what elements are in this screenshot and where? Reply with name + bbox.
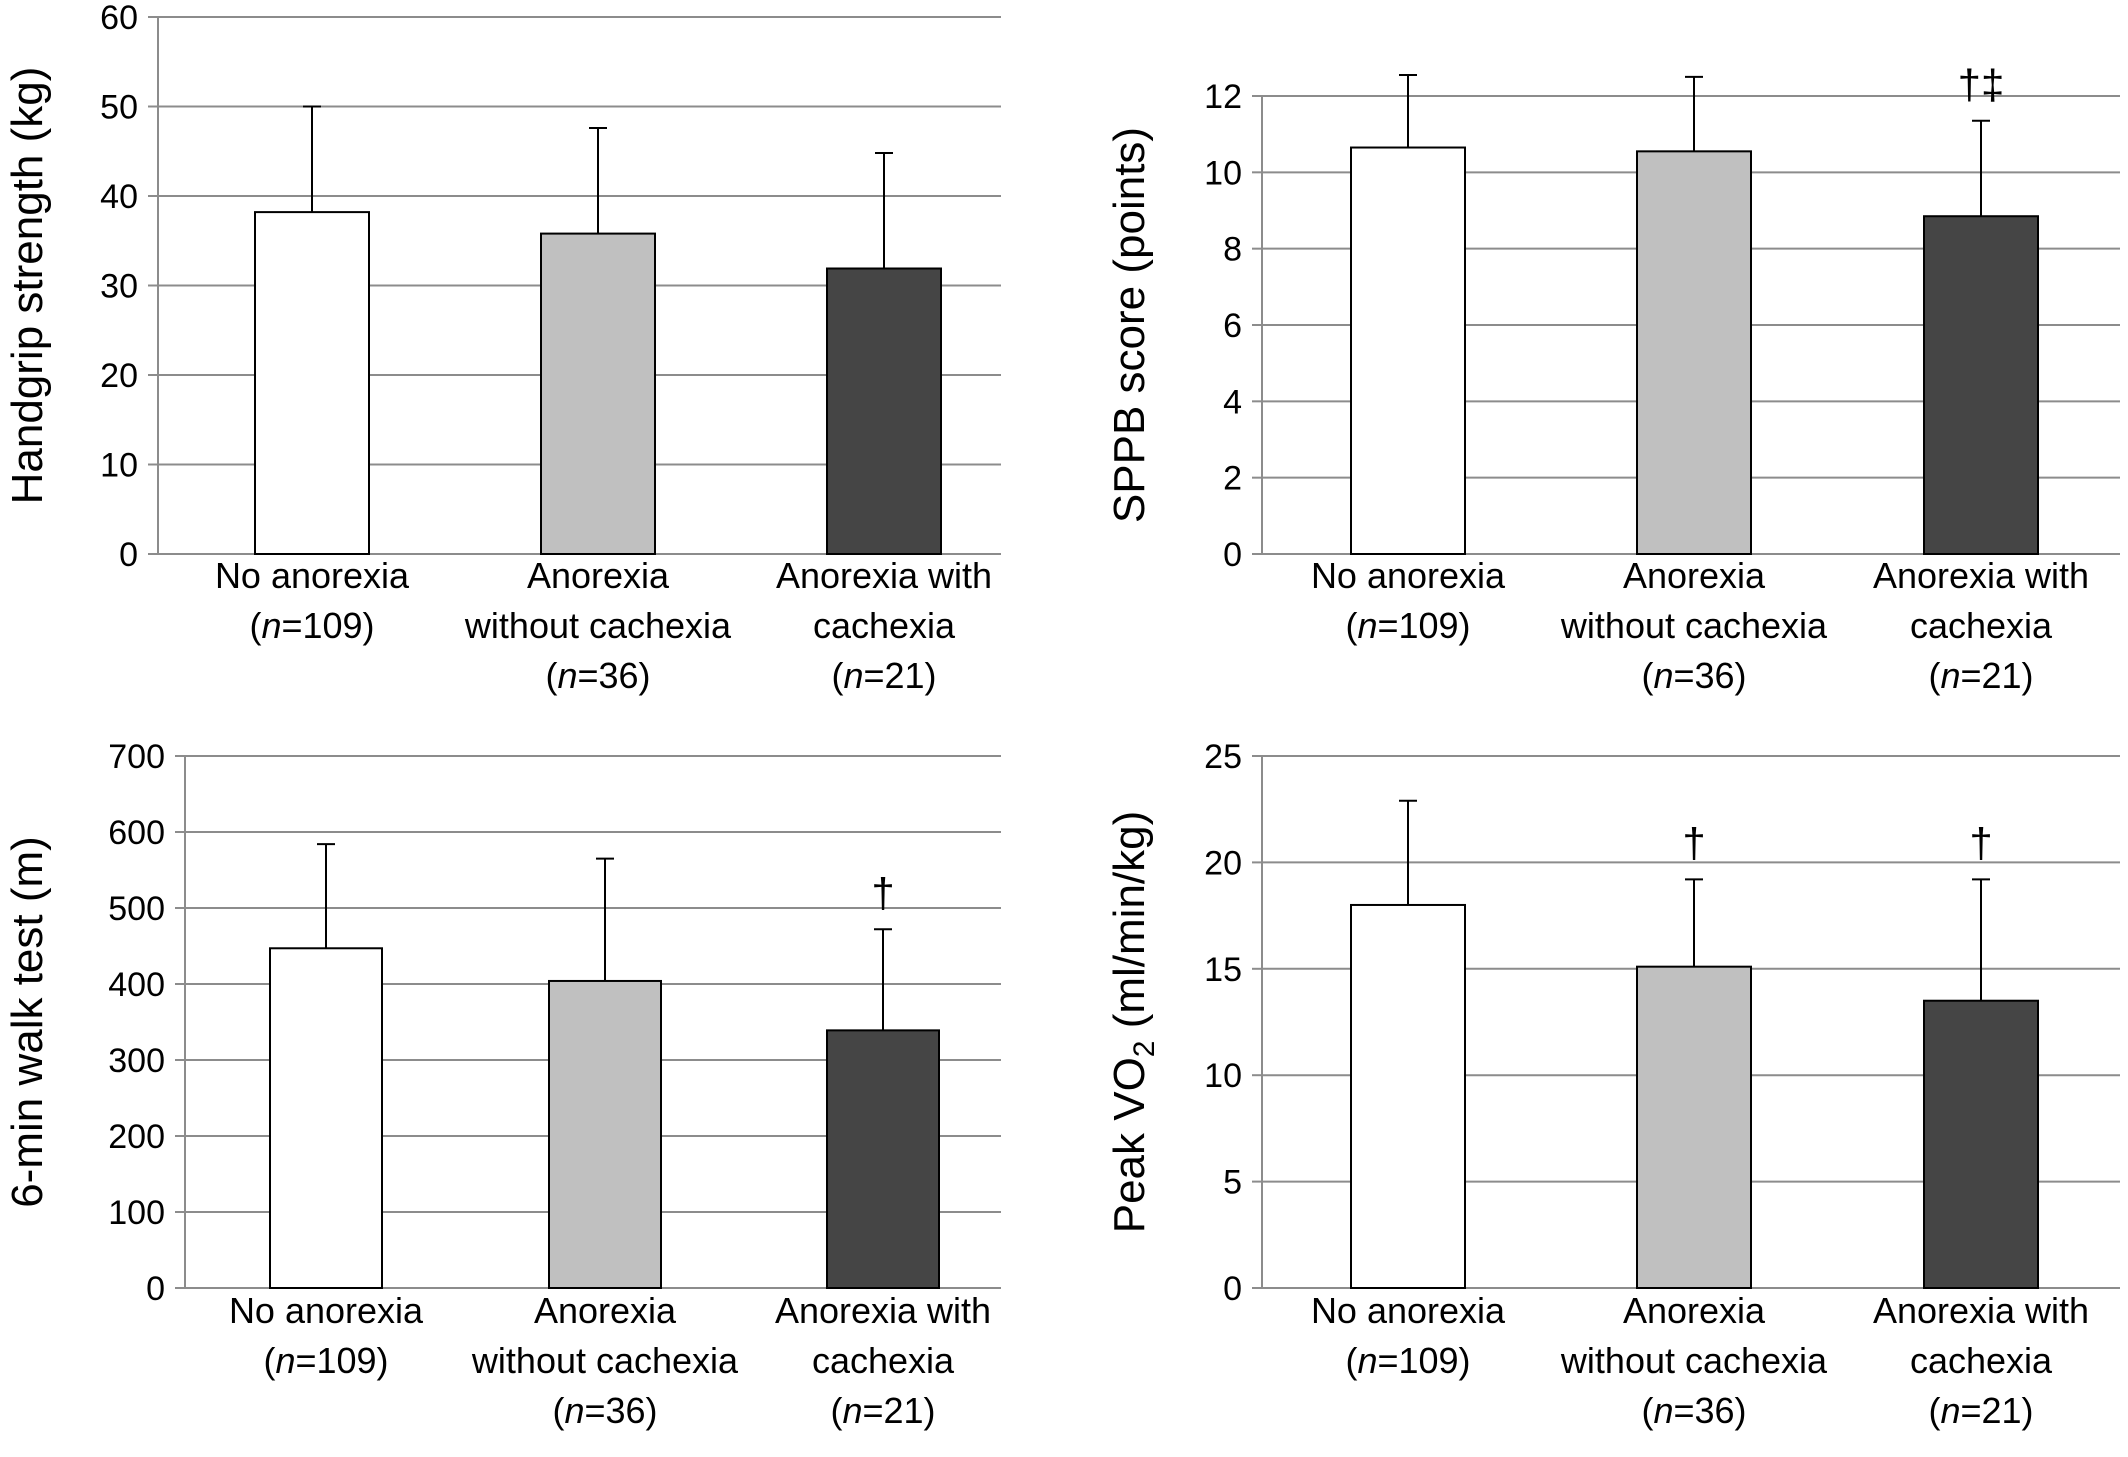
chart-1-category-label: (n=109) bbox=[1345, 605, 1470, 646]
chart-0-category-label: Anorexia bbox=[527, 555, 670, 596]
chart-2-category-label: (n=36) bbox=[552, 1390, 657, 1431]
chart-3-y-tick-label: 15 bbox=[1204, 951, 1242, 989]
chart-3-category-label: Anorexia bbox=[1623, 1290, 1766, 1331]
chart-3-category-label: Anorexia with bbox=[1873, 1290, 2089, 1331]
chart-2-y-tick-label: 600 bbox=[108, 814, 165, 852]
chart-3-y-tick-label: 0 bbox=[1223, 1270, 1242, 1308]
chart-1-category-label: cachexia bbox=[1910, 605, 2053, 646]
chart-1-bar bbox=[1350, 146, 1466, 555]
chart-2-significance-mark: † bbox=[871, 869, 894, 916]
chart-0-y-tick-label: 40 bbox=[100, 178, 138, 216]
chart-1-y-tick-label: 2 bbox=[1223, 460, 1242, 498]
chart-0-y-tick-label: 60 bbox=[100, 0, 138, 37]
chart-1-category-label: without cachexia bbox=[1560, 605, 1828, 646]
chart-3-y-tick-label: 5 bbox=[1223, 1164, 1242, 1202]
handgrip-strength-chart: 0 10 20 30 40 50 60 No anorexia (n=109) Anorexia w… bbox=[3, 0, 1001, 696]
chart-1-category-label: Anorexia bbox=[1623, 555, 1766, 596]
chart-0-y-tick-label: 0 bbox=[119, 536, 138, 574]
chart-1-y-tick-label: 12 bbox=[1204, 78, 1242, 116]
chart-1-significance-mark: †‡ bbox=[1958, 61, 2005, 108]
chart-2-category-label: Anorexia with bbox=[775, 1290, 991, 1331]
chart-2-category-label: Anorexia bbox=[534, 1290, 677, 1331]
chart-2-bar bbox=[269, 947, 383, 1290]
chart-1-y-tick-label: 0 bbox=[1223, 536, 1242, 574]
chart-0-y-tick-label: 50 bbox=[100, 89, 138, 127]
peak-vo2-chart: 0 5 10 15 20 25 † † No anorexia (n=109) Anorexia wi… bbox=[1105, 738, 2120, 1431]
chart-0-y-tick-label: 20 bbox=[100, 357, 138, 395]
chart-0-bar bbox=[254, 211, 370, 556]
chart-1-y-tick-label: 10 bbox=[1204, 154, 1242, 192]
six-min-walk-chart: 0 100 200 300 400 500 600 700 † No anorexia (n=109… bbox=[3, 738, 1001, 1431]
chart-1-y-tick-label: 8 bbox=[1223, 231, 1242, 269]
chart-3-bar bbox=[1923, 999, 2039, 1289]
chart-2-y-tick-label: 200 bbox=[108, 1118, 165, 1156]
chart-2-bar bbox=[826, 1029, 940, 1289]
chart-1-y-tick-label: 4 bbox=[1223, 383, 1242, 421]
chart-2-y-tick-label: 0 bbox=[146, 1270, 165, 1308]
chart-2-category-label: without cachexia bbox=[471, 1340, 739, 1381]
chart-3-category-label: (n=109) bbox=[1345, 1340, 1470, 1381]
chart-1-y-axis-label: SPPB score (points) bbox=[1105, 127, 1154, 523]
chart-2-y-tick-label: 500 bbox=[108, 890, 165, 928]
chart-3-category-label: (n=36) bbox=[1641, 1390, 1746, 1431]
chart-2-category-label: cachexia bbox=[812, 1340, 955, 1381]
chart-3-significance-mark: † bbox=[1682, 819, 1705, 866]
chart-3-y-tick-label: 25 bbox=[1204, 738, 1242, 776]
chart-2-category-label: No anorexia bbox=[229, 1290, 424, 1331]
chart-1-bar bbox=[1923, 215, 2039, 555]
chart-2-y-tick-label: 100 bbox=[108, 1194, 165, 1232]
chart-3-bar bbox=[1636, 965, 1752, 1289]
chart-2-y-axis-label: 6-min walk test (m) bbox=[3, 836, 52, 1208]
chart-2-y-tick-label: 400 bbox=[108, 966, 165, 1004]
chart-3-y-tick-label: 10 bbox=[1204, 1057, 1242, 1095]
chart-2-y-tick-label: 300 bbox=[108, 1042, 165, 1080]
chart-2-bar bbox=[548, 979, 662, 1290]
chart-3-category-label: (n=21) bbox=[1928, 1390, 2033, 1431]
chart-1-category-label: (n=36) bbox=[1641, 655, 1746, 696]
chart-0-category-label: cachexia bbox=[813, 605, 956, 646]
chart-1-y-tick-label: 6 bbox=[1223, 307, 1242, 345]
chart-3-category-label: without cachexia bbox=[1560, 1340, 1828, 1381]
chart-0-category-label: Anorexia with bbox=[776, 555, 992, 596]
chart-3-category-label: No anorexia bbox=[1311, 1290, 1506, 1331]
chart-2-y-tick-label: 700 bbox=[108, 738, 165, 776]
chart-0-category-label: No anorexia bbox=[215, 555, 410, 596]
chart-0-y-axis-label: Handgrip strength (kg) bbox=[3, 67, 52, 505]
chart-0-category-label: without cachexia bbox=[464, 605, 732, 646]
chart-1-category-label: (n=21) bbox=[1928, 655, 2033, 696]
chart-1-bar bbox=[1636, 150, 1752, 555]
chart-0-category-label: (n=36) bbox=[545, 655, 650, 696]
chart-3-category-label: cachexia bbox=[1910, 1340, 2053, 1381]
chart-3-y-axis-label: Peak VO2 (ml/min/kg) bbox=[1105, 811, 1161, 1234]
chart-0-y-tick-label: 10 bbox=[100, 447, 138, 485]
chart-3-bar bbox=[1350, 903, 1466, 1290]
chart-0-y-tick-label: 30 bbox=[100, 268, 138, 306]
chart-0-category-label: (n=21) bbox=[831, 655, 936, 696]
chart-0-category-label: (n=109) bbox=[249, 605, 374, 646]
chart-3-significance-mark: † bbox=[1969, 819, 1992, 866]
chart-1-category-label: Anorexia with bbox=[1873, 555, 2089, 596]
chart-0-bar bbox=[540, 232, 656, 555]
chart-1-category-label: No anorexia bbox=[1311, 555, 1506, 596]
sppb-score-chart: 0 2 4 6 8 10 12 †‡ No anorexia (n=109) Anorexia wit… bbox=[1105, 61, 2120, 696]
chart-0-bar bbox=[826, 267, 942, 555]
chart-2-category-label: (n=21) bbox=[830, 1390, 935, 1431]
chart-2-category-label: (n=109) bbox=[263, 1340, 388, 1381]
chart-3-y-tick-label: 20 bbox=[1204, 844, 1242, 882]
